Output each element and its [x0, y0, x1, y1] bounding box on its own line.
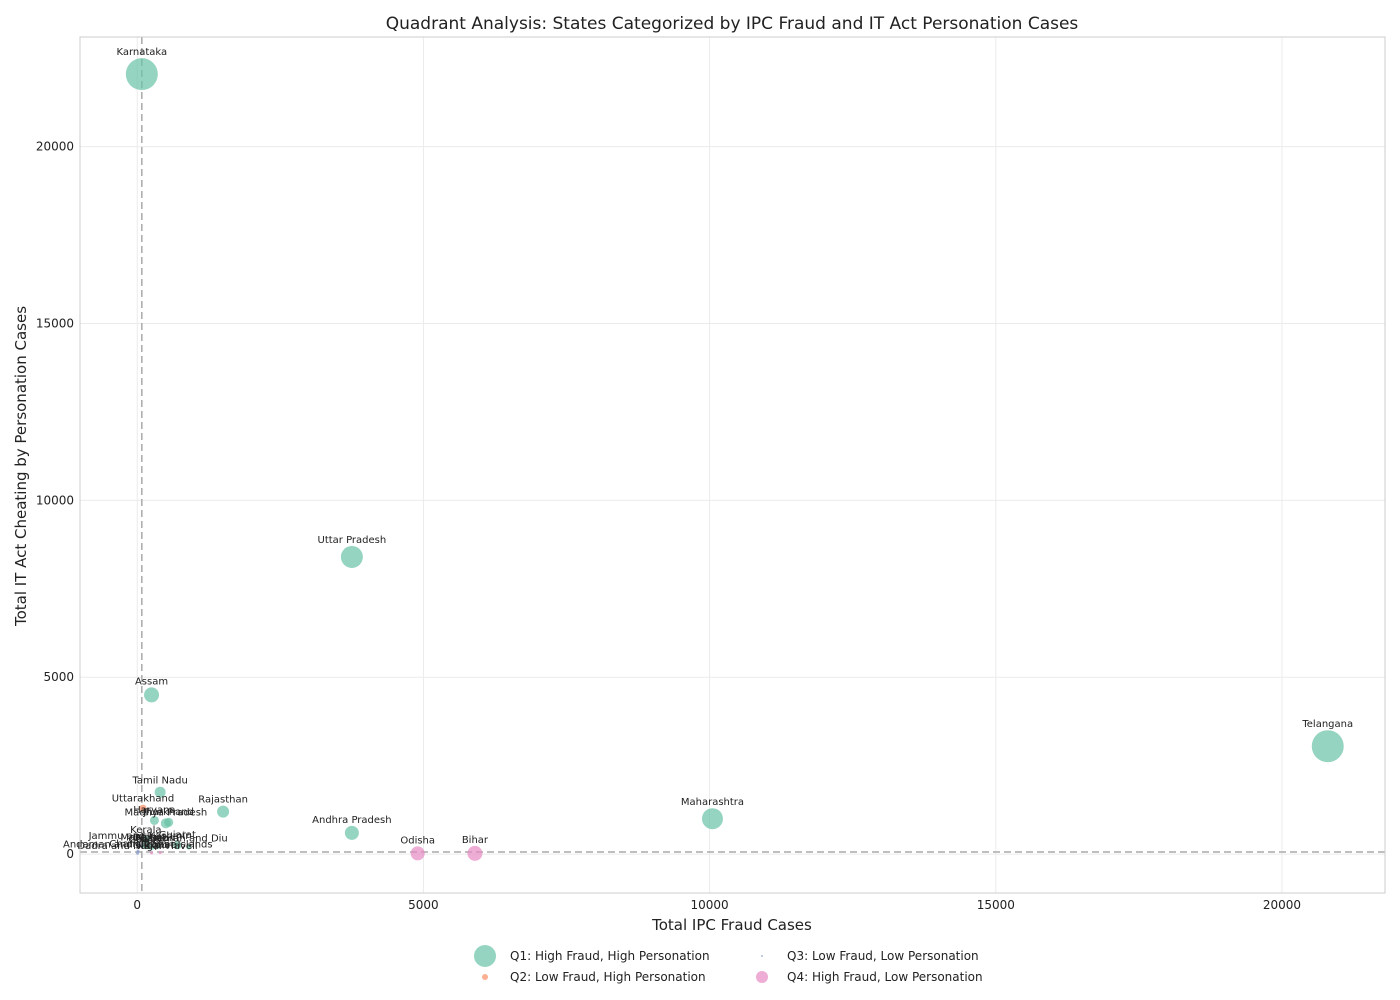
point-label: Odisha — [400, 835, 435, 846]
x-tick-label: 20000 — [1263, 898, 1301, 912]
point-label: Andhra Pradesh — [312, 815, 391, 826]
point-label: Madhya Pradesh — [124, 807, 207, 818]
y-tick-label: 5000 — [43, 670, 74, 684]
point-label: Delhi — [133, 832, 159, 843]
point-label: Haryana — [133, 805, 175, 816]
data-point — [125, 58, 158, 91]
point-label: Rajasthan — [198, 795, 248, 806]
data-point — [144, 687, 160, 703]
legend-marker — [761, 955, 763, 957]
point-label: Uttarakhand — [112, 794, 174, 805]
point-label: Tripura — [142, 840, 177, 851]
data-point — [136, 851, 140, 855]
data-point — [149, 815, 159, 825]
data-point — [150, 851, 154, 855]
legend-label: Q3: Low Fraud, Low Personation — [787, 949, 979, 963]
grid-lines — [80, 37, 1385, 893]
y-axis-title: Total IT Act Cheating by Personation Cas… — [12, 306, 30, 627]
data-point — [173, 841, 182, 850]
y-tick-label: 10000 — [36, 493, 74, 507]
data-point — [154, 843, 160, 849]
data-point — [186, 844, 192, 850]
point-label: Goa — [128, 835, 148, 846]
point-label: Assam — [135, 676, 168, 687]
point-label: Manipur — [120, 833, 162, 844]
point-label: Chandigarh — [109, 839, 167, 850]
legend-marker — [482, 974, 488, 980]
data-point — [344, 825, 359, 840]
plot-frame — [79, 36, 1386, 894]
data-point — [1311, 730, 1344, 763]
data-point — [142, 843, 149, 850]
data-point — [141, 835, 150, 844]
point-label: Dadra and Nagar Haveli — [77, 841, 197, 852]
legend-marker — [474, 945, 496, 967]
point-label: Daman and Diu — [150, 834, 228, 845]
point-label: Kerala — [130, 825, 161, 836]
point-label: Uttar Pradesh — [318, 535, 387, 546]
legend-marker — [756, 971, 768, 983]
point-label: Maharashtra — [681, 797, 744, 808]
data-point — [148, 844, 155, 851]
data-point — [154, 786, 166, 798]
y-tick-label: 15000 — [36, 317, 74, 331]
point-label: Jammu and Kashmir — [88, 831, 191, 842]
data-point — [217, 805, 230, 818]
point-label: Sikkim — [135, 841, 168, 852]
data-point — [139, 843, 143, 847]
data-point — [158, 851, 162, 855]
data-point — [164, 817, 174, 827]
point-label: Jharkhand — [142, 807, 193, 818]
x-tick-label: 0 — [133, 898, 141, 912]
x-tick-label: 10000 — [691, 898, 729, 912]
threshold-lines — [80, 37, 1385, 893]
data-point — [136, 845, 140, 849]
legend-label: Q2: Low Fraud, High Personation — [510, 970, 706, 984]
x-axis-title: Total IPC Fraud Cases — [651, 916, 812, 934]
point-label: Punjab — [135, 833, 169, 844]
point-label: Mizoram — [136, 833, 179, 844]
data-point — [701, 808, 723, 830]
y-tick-label: 20000 — [36, 140, 74, 154]
x-tick-labels: 0 5000 10000 15000 20000 — [133, 898, 1301, 912]
point-label: Bihar — [462, 835, 489, 846]
data-point — [340, 545, 363, 568]
data-point — [410, 846, 425, 861]
legend: Q1: High Fraud, High Personation Q2: Low … — [474, 945, 983, 984]
point-labels: Karnataka Uttar Pradesh Assam Telangana Tami… — [63, 47, 1353, 852]
y-tick-label: 0 — [66, 847, 74, 861]
data-points — [125, 58, 1344, 861]
point-label: Karnataka — [116, 47, 167, 58]
point-label: Telangana — [1301, 719, 1353, 730]
data-point — [467, 845, 483, 861]
data-point — [139, 804, 147, 812]
x-tick-label: 15000 — [977, 898, 1015, 912]
point-label: Andaman and Nicobar Islands — [63, 839, 213, 850]
x-tick-label: 5000 — [408, 898, 439, 912]
point-label: Gujarat — [159, 830, 196, 841]
point-label: Tamil Nadu — [131, 776, 187, 787]
chart-title: Quadrant Analysis: States Categorized by… — [386, 14, 1079, 34]
legend-label: Q1: High Fraud, High Personation — [510, 949, 710, 963]
legend-label: Q4: High Fraud, Low Personation — [787, 970, 983, 984]
y-tick-labels: 0 5000 10000 15000 20000 — [36, 140, 74, 861]
